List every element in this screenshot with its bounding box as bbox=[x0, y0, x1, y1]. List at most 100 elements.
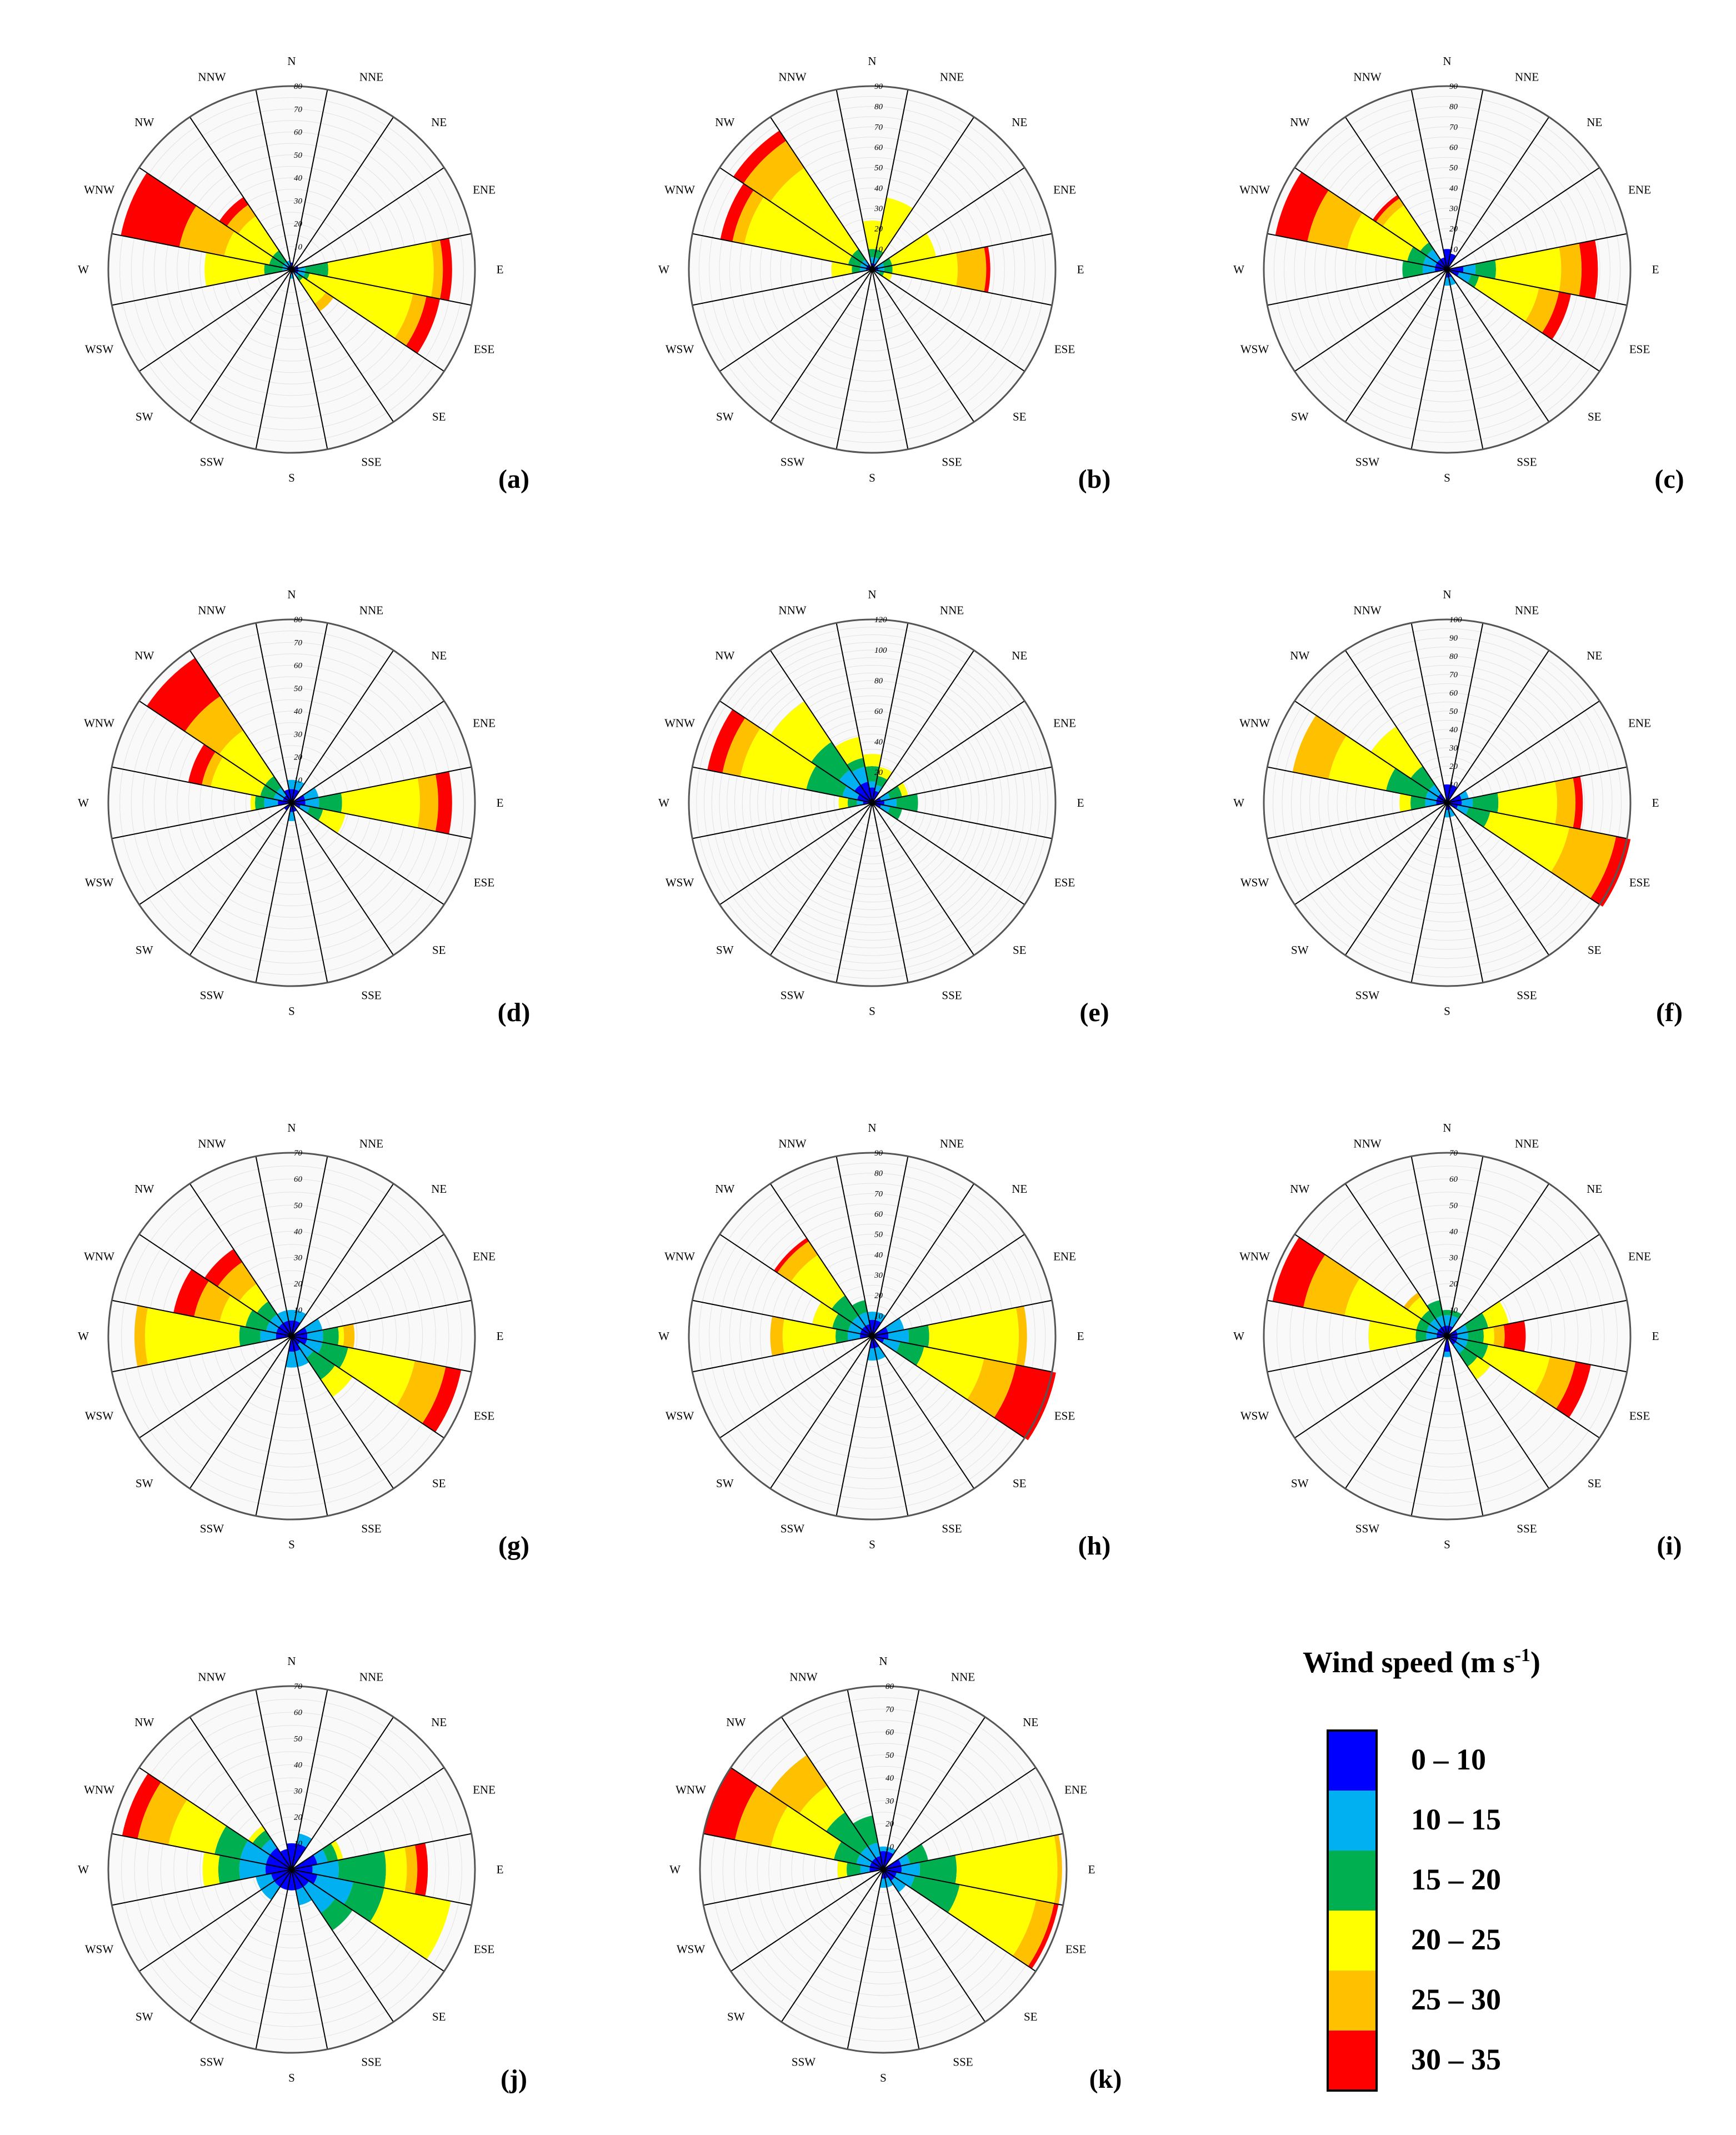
grid-circle bbox=[811, 741, 934, 864]
sector-divider bbox=[291, 1336, 394, 1489]
sector-NNW-bin-2 bbox=[852, 1300, 868, 1316]
direction-label-SSE: SSE bbox=[953, 2056, 973, 2069]
sector-NW-bin-1 bbox=[261, 1839, 277, 1855]
sector-divider bbox=[872, 700, 1025, 803]
sector-divider bbox=[189, 802, 292, 956]
radial-tick-label: 10 bbox=[874, 245, 883, 254]
wind-rose-e: 20 40 60 80 100 120 N NNE NE ENE E ESE SE SSE S SSW SW WS… bbox=[658, 588, 1109, 1027]
direction-label-NNE: NNE bbox=[359, 1137, 383, 1151]
legend-swatch bbox=[1328, 1971, 1377, 2031]
sector-WNW-bin-3 bbox=[740, 728, 817, 790]
sector-WNW-bin-3 bbox=[812, 1302, 838, 1328]
sector-NW-bin-2 bbox=[831, 1295, 859, 1323]
sector-WNW-bin-2 bbox=[834, 1841, 861, 1864]
direction-label-SE: SE bbox=[1024, 2010, 1038, 2023]
grid-circle bbox=[696, 627, 1048, 979]
sector-divider bbox=[255, 1689, 292, 1870]
sector-divider bbox=[769, 1336, 873, 1489]
direction-label-WNW: WNW bbox=[84, 1250, 114, 1263]
direction-label-SSE: SSE bbox=[1517, 1522, 1537, 1536]
radial-tick-label: 50 bbox=[874, 1231, 883, 1239]
sector-SSE-bin-1 bbox=[1448, 809, 1455, 817]
sector-E-bin-2 bbox=[318, 793, 342, 813]
sector-divider bbox=[847, 1689, 884, 1870]
sector-divider bbox=[112, 233, 292, 270]
grid-circle bbox=[1342, 1231, 1553, 1442]
sector-N-bin-0 bbox=[288, 1320, 295, 1336]
radial-tick-label: 20 bbox=[1449, 225, 1458, 234]
sector-WNW-bin-4 bbox=[179, 206, 235, 256]
radial-tick-label: 30 bbox=[293, 197, 303, 206]
legend-swatch bbox=[1328, 1851, 1377, 1911]
direction-label-SW: SW bbox=[136, 1477, 153, 1490]
sector-SE-bin-3 bbox=[299, 277, 326, 304]
direction-label-NW: NW bbox=[1290, 649, 1309, 662]
direction-label-NE: NE bbox=[1012, 649, 1027, 662]
sector-E-bin-2 bbox=[1472, 793, 1499, 813]
radial-tick-label: 30 bbox=[874, 1271, 883, 1280]
sector-NW-bin-5 bbox=[733, 131, 787, 184]
radial-tick-label: 20 bbox=[294, 1813, 303, 1822]
sector-divider bbox=[836, 623, 873, 803]
direction-label-NE: NE bbox=[1012, 116, 1027, 129]
sector-divider bbox=[291, 1717, 394, 1870]
radial-tick-label: 10 bbox=[874, 1312, 883, 1321]
sector-NW-bin-0 bbox=[269, 1847, 292, 1869]
radial-tick-label: 60 bbox=[1449, 143, 1458, 152]
direction-label-NNW: NNW bbox=[198, 604, 226, 617]
direction-label-SSW: SSW bbox=[200, 1522, 224, 1536]
direction-label-W: W bbox=[78, 263, 89, 276]
sector-divider bbox=[883, 1717, 986, 1870]
sector-divider bbox=[189, 117, 292, 270]
sector-divider bbox=[1294, 802, 1448, 906]
sector-E-bin-5 bbox=[1503, 1321, 1526, 1352]
sector-ESE-bin-3 bbox=[882, 272, 892, 281]
grid-circle bbox=[1289, 1178, 1605, 1494]
sector-SE-bin-1 bbox=[1453, 1342, 1465, 1354]
sector-ENE-bin-2 bbox=[882, 258, 892, 267]
sector-ESE-bin-2 bbox=[895, 1342, 924, 1366]
radial-tick-label: 80 bbox=[874, 677, 883, 686]
sector-W-bin-1 bbox=[857, 799, 863, 806]
legend-swatch bbox=[1328, 1731, 1377, 1791]
sector-divider bbox=[1447, 1156, 1484, 1337]
grid-circle bbox=[131, 108, 453, 431]
sector-divider bbox=[291, 1869, 328, 2049]
direction-label-W: W bbox=[658, 796, 669, 809]
sector-divider bbox=[872, 1233, 1025, 1337]
direction-label-NNE: NNE bbox=[1515, 71, 1539, 84]
sector-divider bbox=[883, 1869, 986, 2022]
grid-circle bbox=[704, 634, 1040, 971]
wind-rose-j: 10 20 30 40 50 60 70 N NNE NE ENE E ESE SE SSE S SSW SW WS… bbox=[78, 1654, 527, 2094]
sector-W-bin-0 bbox=[265, 1864, 292, 1875]
sector-E-bin-3 bbox=[327, 242, 434, 297]
sector-WNW-bin-2 bbox=[806, 765, 847, 797]
direction-label-E: E bbox=[1652, 263, 1659, 276]
sector-E-bin-5 bbox=[984, 246, 990, 293]
direction-label-N: N bbox=[1443, 54, 1451, 68]
sector-SE-bin-0 bbox=[883, 1869, 895, 1881]
direction-label-W: W bbox=[669, 1863, 681, 1876]
direction-label-NNE: NNE bbox=[359, 604, 383, 617]
direction-label-S: S bbox=[880, 2071, 887, 2084]
sector-E-bin-4 bbox=[1559, 243, 1582, 296]
direction-label-ESE: ESE bbox=[474, 1943, 494, 1956]
sector-NW-bin-5 bbox=[204, 1249, 242, 1287]
sector-NW-bin-1 bbox=[269, 1314, 283, 1328]
direction-label-ENE: ENE bbox=[1053, 183, 1076, 197]
sector-E-bin-3 bbox=[928, 1307, 1019, 1365]
sector-W-bin-3 bbox=[831, 261, 852, 278]
radial-tick-label: 70 bbox=[885, 1705, 894, 1714]
direction-label-ENE: ENE bbox=[1628, 717, 1651, 730]
panel-label: (e) bbox=[1079, 998, 1109, 1027]
sector-ENE-bin-2 bbox=[322, 1843, 338, 1863]
radial-tick-label: 20 bbox=[874, 225, 883, 234]
sector-E-bin-4 bbox=[956, 247, 987, 292]
sector-divider bbox=[883, 1869, 1063, 1906]
sector-W-bin-0 bbox=[278, 800, 292, 806]
sector-N-bin-1 bbox=[287, 779, 296, 789]
sector-divider bbox=[1267, 1299, 1448, 1337]
direction-label-WSW: WSW bbox=[666, 876, 694, 889]
radial-tick-label: 30 bbox=[1449, 744, 1458, 753]
sector-divider bbox=[872, 269, 909, 449]
